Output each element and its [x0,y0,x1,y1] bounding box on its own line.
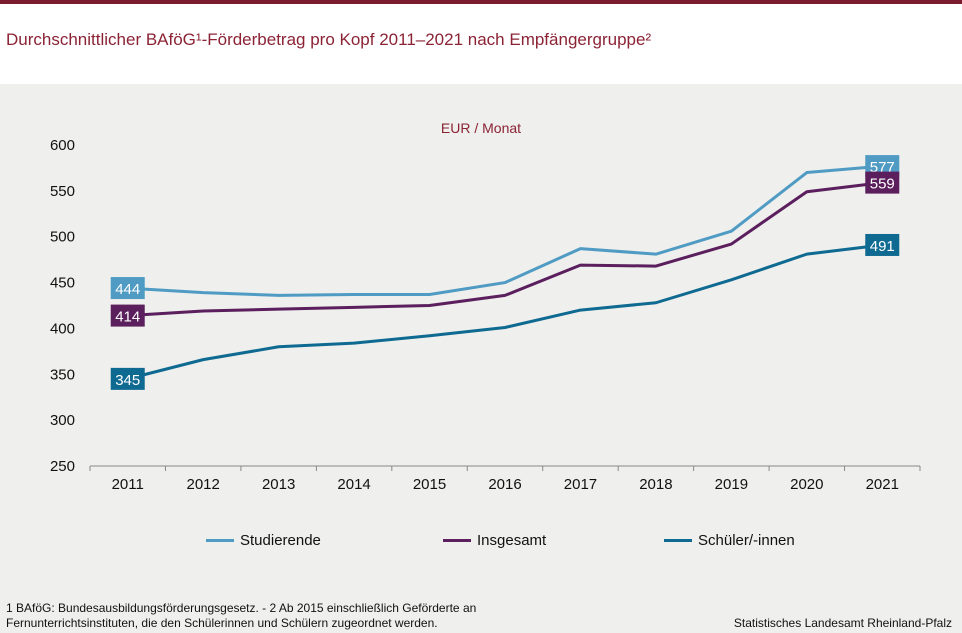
y-unit-label: EUR / Monat [440,120,522,136]
x-tick-label: 2012 [186,476,219,493]
chart-title: Durchschnittlicher BAföG¹-Förderbetrag p… [6,30,652,49]
x-tick-label: 2011 [112,476,144,493]
series-line-schueler [126,243,884,381]
y-tick-label: 250 [50,458,75,475]
value-label-insgesamt: 559 [865,171,900,194]
value-label-text: 491 [870,238,895,255]
x-tick-label: 2017 [564,476,597,493]
y-tick-label: 600 [50,137,75,154]
value-label-text: 345 [115,372,140,389]
y-tick-label: 300 [50,412,75,429]
legend-label-studierende: Studierende [240,532,321,549]
x-tick-label: 2018 [639,476,672,493]
value-label-studierende: 444 [110,277,145,300]
value-label-box [110,304,145,327]
footnote: 1 BAföG: Bundesausbildungsförderungsgese… [6,601,477,630]
legend: Studierende Insgesamt Schüler/-innen [0,532,962,552]
y-tick-label: 500 [50,229,75,246]
value-label-box [865,155,900,178]
value-label-text: 559 [870,176,895,193]
value-label-box [865,171,900,194]
legend-item-schueler: Schüler/-innen [664,532,795,549]
legend-swatch-insgesamt [443,539,471,542]
legend-label-insgesamt: Insgesamt [477,532,547,549]
y-tick-label: 450 [50,275,75,292]
legend-label-schueler: Schüler/-innen [698,532,795,549]
value-label-text: 444 [115,281,140,298]
legend-swatch-studierende [206,539,234,542]
legend-swatch-schueler [664,539,692,542]
y-tick-label: 550 [50,183,75,200]
x-tick-label: 2014 [337,476,370,493]
top-rule [0,0,962,4]
y-tick-label: 350 [50,366,75,383]
value-label-schueler: 491 [865,233,900,256]
value-label-insgesamt: 414 [110,304,145,327]
series-line-studierende [126,164,884,297]
series-line-insgesamt [126,181,884,318]
value-label-box [110,277,145,300]
series-layer [126,164,884,381]
x-tick-label: 2020 [790,476,823,493]
value-label-box [110,367,145,390]
value-label-schueler: 345 [110,367,145,390]
value-label-text: 414 [115,309,140,326]
x-tick-label: 2015 [413,476,446,493]
x-tick-label: 2013 [262,476,295,493]
x-tick-label: 2016 [488,476,521,493]
x-tick-label: 2021 [866,476,899,493]
axes: 2011 2012 2013 2014 2015 2016 2017 2018 2019 2020… [50,137,921,493]
x-tick-label: 2019 [715,476,748,493]
source-note: Statistisches Landesamt Rheinland-Pfalz [733,616,952,630]
y-tick-label: 400 [50,320,75,337]
legend-item-insgesamt: Insgesamt [443,532,546,549]
legend-item-studierende: Studierende [206,532,321,549]
value-label-box [865,233,900,256]
